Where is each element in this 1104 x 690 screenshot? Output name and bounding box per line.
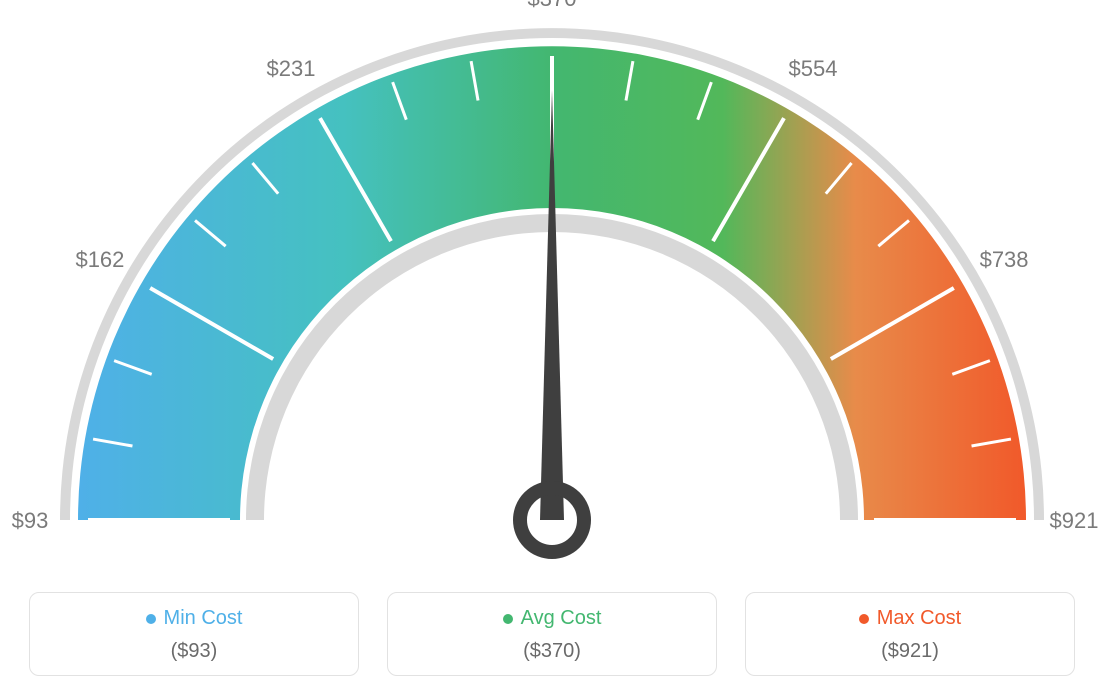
legend-label: Max Cost <box>877 607 961 630</box>
legend-title-min: Min Cost <box>146 607 243 630</box>
cost-gauge-widget: $93 $162 $231 $370 $554 $738 $921 Min Cost ($93… <box>0 0 1104 690</box>
legend-title-avg: Avg Cost <box>503 607 602 630</box>
legend-dot-icon <box>503 614 513 624</box>
legend-value-min: ($93) <box>30 640 358 663</box>
gauge-tick-label: $231 <box>267 56 316 81</box>
legend-value-avg: ($370) <box>388 640 716 663</box>
gauge-tick-label: $370 <box>528 0 577 11</box>
legend-dot-icon <box>859 614 869 624</box>
legend-title-max: Max Cost <box>859 607 961 630</box>
legend-card-min: Min Cost ($93) <box>29 592 359 676</box>
gauge-tick-label: $738 <box>980 247 1029 272</box>
gauge-canvas: $93 $162 $231 $370 $554 $738 $921 <box>0 0 1104 560</box>
gauge-tick-label: $162 <box>75 247 124 272</box>
legend-card-max: Max Cost ($921) <box>745 592 1075 676</box>
legend-value-max: ($921) <box>746 640 1074 663</box>
legend-label: Avg Cost <box>521 607 602 630</box>
gauge-tick-label: $921 <box>1050 508 1099 533</box>
gauge-tick-label: $554 <box>789 56 838 81</box>
legend-row: Min Cost ($93) Avg Cost ($370) Max Cost ($921… <box>0 592 1104 676</box>
legend-card-avg: Avg Cost ($370) <box>387 592 717 676</box>
legend-dot-icon <box>146 614 156 624</box>
gauge-tick-label: $93 <box>12 508 49 533</box>
legend-label: Min Cost <box>164 607 243 630</box>
